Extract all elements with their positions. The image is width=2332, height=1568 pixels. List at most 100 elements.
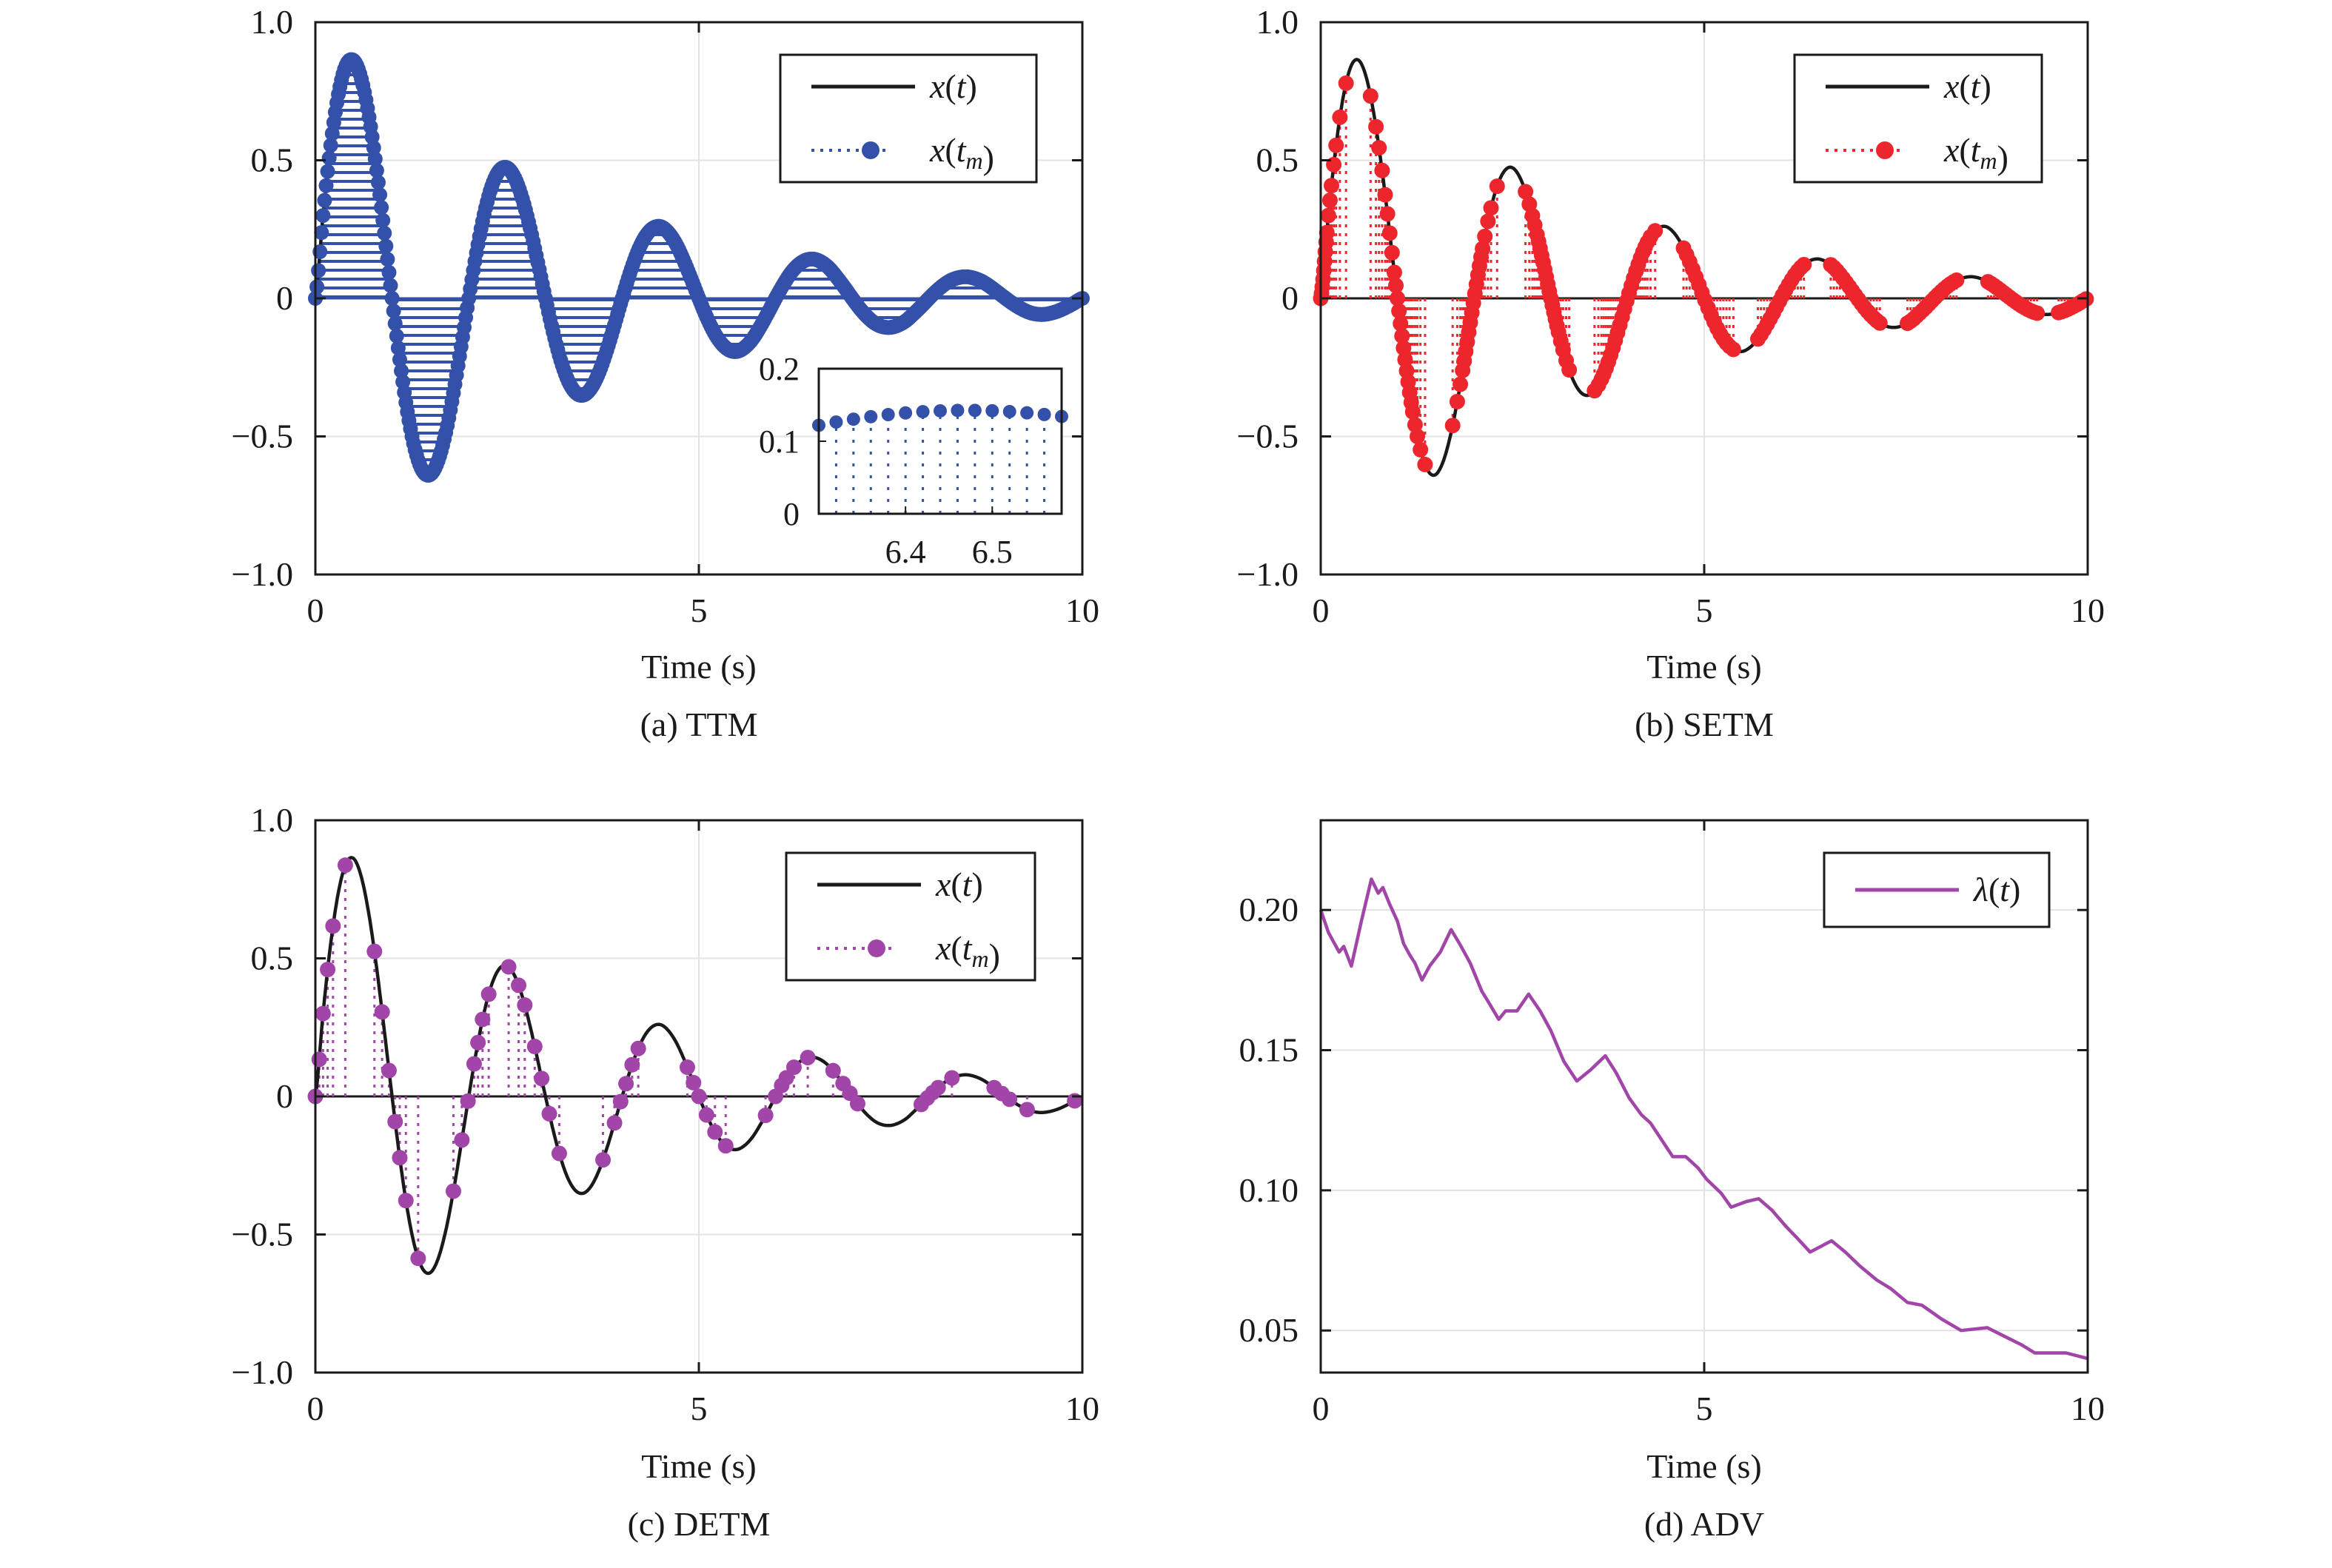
data-point — [394, 363, 409, 379]
y-tick-label: −1.0 — [232, 1353, 293, 1391]
data-point — [372, 187, 388, 203]
x-tick-label: 10 — [2071, 1390, 2105, 1427]
legend-label: x(t) — [935, 865, 983, 903]
y-tick-label: 0.10 — [1239, 1171, 1299, 1209]
data-point — [321, 150, 337, 166]
data-point — [1320, 207, 1336, 224]
data-point — [323, 138, 338, 153]
y-tick-label: 0 — [276, 1077, 293, 1115]
data-point — [314, 225, 329, 241]
data-point — [551, 1145, 567, 1162]
x-tick-label: 10 — [2071, 592, 2105, 629]
data-point — [390, 341, 406, 356]
data-point — [311, 1051, 327, 1068]
data-point — [1324, 178, 1340, 194]
x-tick-label: 10 — [1065, 592, 1099, 629]
data-point — [470, 1034, 486, 1051]
data-point — [1379, 206, 1395, 222]
data-point — [785, 1059, 802, 1076]
legend-marker — [868, 939, 885, 957]
x-axis-label: Time (s) — [1646, 648, 1762, 686]
data-point — [1647, 223, 1663, 239]
data-point — [381, 265, 397, 281]
legend-label: x(tm) — [929, 131, 994, 176]
data-point — [317, 192, 332, 208]
legend-label: x(tm) — [1943, 131, 2008, 176]
data-point — [445, 1183, 461, 1199]
y-tick-label: −0.5 — [1237, 418, 1299, 455]
legend: x(t) x(tm) — [785, 851, 1036, 982]
lambda-curve — [1319, 877, 2088, 1361]
y-tick-label: 1.0 — [1256, 3, 1299, 41]
data-point — [1384, 244, 1400, 261]
data-point — [1483, 200, 1499, 216]
data-point — [364, 130, 380, 145]
data-point — [1444, 418, 1461, 434]
legend-marker — [1876, 141, 1894, 159]
inset-data-point — [1020, 406, 1034, 420]
data-point — [707, 1124, 723, 1140]
data-point — [1489, 178, 1505, 195]
x-tick-label: 0 — [307, 592, 324, 629]
panel-caption: (a) TTM — [640, 706, 758, 743]
data-point — [392, 352, 407, 367]
data-point — [315, 1005, 331, 1022]
legend-marker — [862, 141, 879, 159]
y-tick-label: −1.0 — [1237, 555, 1299, 593]
data-point — [1407, 417, 1423, 433]
inset-data-point — [916, 405, 930, 419]
inset-data-point — [899, 406, 913, 420]
data-point — [1518, 184, 1534, 200]
data-point — [1377, 187, 1393, 203]
data-point — [1949, 272, 1965, 289]
data-point — [1002, 1091, 1018, 1108]
data-point — [1410, 429, 1426, 445]
y-tick-label: 0 — [276, 279, 293, 317]
legend-box — [785, 851, 1036, 982]
y-tick-label: 0 — [1281, 279, 1299, 317]
data-point — [320, 962, 336, 978]
data-point — [1388, 278, 1404, 294]
data-point — [1453, 376, 1469, 392]
data-point — [500, 959, 517, 975]
data-point — [389, 328, 404, 344]
data-point — [526, 1039, 543, 1055]
y-tick-label: 0.5 — [251, 939, 294, 977]
inset-data-point — [1037, 407, 1051, 421]
data-point — [624, 1056, 640, 1073]
inset-data-point — [985, 403, 999, 418]
data-point — [825, 1062, 841, 1079]
y-tick-label: 1.0 — [251, 801, 294, 839]
data-point — [375, 212, 391, 228]
data-point — [374, 200, 389, 215]
y-tick-label: 0.20 — [1239, 891, 1299, 928]
data-point — [1393, 315, 1409, 332]
data-point — [1386, 264, 1402, 281]
y-tick-label: −0.5 — [232, 1216, 293, 1253]
data-point — [618, 1076, 634, 1092]
x-axis-label: Time (s) — [641, 1447, 757, 1485]
data-point — [384, 291, 400, 306]
y-tick-label: 0.15 — [1239, 1031, 1299, 1069]
data-point — [466, 1056, 482, 1072]
inset-data-point — [864, 409, 878, 423]
data-point — [1328, 137, 1344, 153]
data-point — [1338, 75, 1354, 91]
data-point — [386, 304, 401, 319]
data-point — [849, 1096, 865, 1112]
data-point — [367, 151, 383, 167]
y-tick-label: 1.0 — [251, 3, 294, 41]
data-point — [369, 163, 384, 178]
panel-caption: (b) SETM — [1635, 706, 1774, 743]
data-point — [387, 1113, 403, 1130]
x-tick-label: 0 — [1313, 592, 1330, 629]
data-point — [606, 1115, 623, 1131]
data-point — [324, 126, 340, 141]
data-point — [1796, 256, 1812, 272]
y-tick-label: 0.05 — [1239, 1311, 1299, 1349]
data-point — [511, 977, 527, 994]
data-point — [1395, 340, 1412, 356]
